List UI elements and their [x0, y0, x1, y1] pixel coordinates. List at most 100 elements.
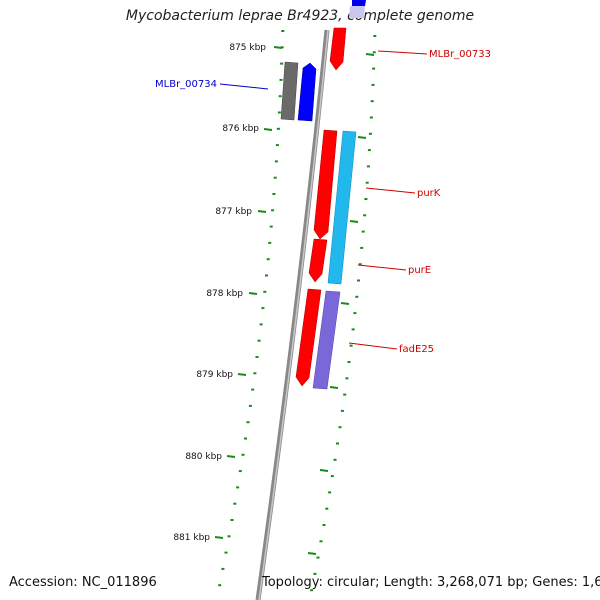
minor-tick-right	[330, 475, 334, 478]
connector-pure	[357, 264, 407, 271]
gene-gray-box[interactable]	[280, 61, 299, 121]
gene-mlbr00733-arrow[interactable]	[329, 27, 347, 71]
kbp-label-876: 876 kbp	[222, 124, 259, 134]
minor-tick-left	[281, 30, 285, 32]
genome-backbone-highlight	[258, 29, 329, 600]
minor-tick-right	[319, 540, 323, 543]
minor-tick-right	[328, 491, 332, 494]
minor-tick-right	[336, 442, 339, 445]
minor-tick-right	[370, 100, 374, 103]
minor-tick-left	[227, 535, 231, 538]
minor-tick-left	[274, 160, 278, 163]
gene-label-mlbr00733[interactable]: MLBr_00733	[429, 49, 491, 60]
gene-pure-red[interactable]	[308, 238, 328, 283]
minor-tick-right	[353, 312, 357, 315]
minor-tick-left	[263, 290, 267, 293]
minor-tick-right	[361, 230, 365, 233]
minor-tick-left	[224, 551, 228, 554]
kbp-major-ticks	[214, 46, 375, 555]
minor-tick-right	[340, 409, 344, 412]
gene-mlbr00734-arrow[interactable]	[297, 62, 317, 122]
minor-tick-left	[251, 388, 255, 391]
minor-tick-right	[363, 214, 367, 217]
gene-purk-cyan[interactable]	[327, 130, 357, 285]
minor-tick-left	[253, 372, 257, 375]
minor-tick-left	[246, 421, 250, 424]
minor-tick-right	[368, 132, 372, 135]
minor-tick-left	[257, 339, 261, 342]
gene-fade25-purple[interactable]	[312, 290, 341, 390]
minor-tick-left	[280, 46, 284, 49]
minor-tick-left	[248, 404, 252, 407]
gene-top-blue-fade[interactable]	[349, 6, 365, 18]
minor-tick-right	[322, 524, 326, 526]
minor-tick-right	[345, 377, 349, 380]
minor-tick-right	[360, 246, 364, 249]
kbp-label-879: 879 kbp	[196, 370, 233, 380]
gene-fade25-red[interactable]	[295, 288, 322, 387]
minor-tick-right	[347, 361, 351, 363]
kbp-label-877: 877 kbp	[215, 207, 252, 217]
map-title: Mycobacterium leprae Br4923, complete ge…	[125, 8, 475, 24]
accession-text: Accession: NC_011896	[9, 575, 157, 590]
minor-tick-right	[313, 572, 317, 575]
connector-mlbr00734	[219, 83, 269, 90]
minor-tick-right	[310, 589, 314, 592]
connector-fade25	[348, 342, 398, 350]
minor-tick-right	[366, 165, 370, 168]
gene-label-fade25[interactable]: fadE25	[399, 344, 434, 355]
minor-tick-right	[333, 458, 337, 461]
minor-tick-right	[365, 181, 369, 184]
genome-summary-text: Topology: circular; Length: 3,268,071 bp…	[262, 575, 600, 590]
minor-tick-left	[259, 323, 263, 326]
genome-backbone	[255, 29, 330, 600]
gene-label-mlbr00734[interactable]: MLBr_00734	[155, 79, 217, 90]
gene-label-purk[interactable]: purK	[417, 188, 441, 199]
minor-tick-left	[233, 502, 237, 505]
minor-tick-left	[236, 486, 240, 489]
connector-mlbr00733	[377, 50, 428, 55]
minor-tick-left	[255, 356, 259, 358]
minor-tick-right	[373, 35, 377, 37]
minor-tick-right	[316, 556, 320, 559]
minor-tick-left	[277, 111, 281, 114]
minor-tick-left	[266, 258, 270, 261]
kbp-label-880: 880 kbp	[185, 452, 222, 462]
left-tick-scale	[218, 30, 285, 587]
minor-tick-right	[343, 393, 347, 396]
minor-tick-right	[372, 51, 376, 54]
kbp-label-875: 875 kbp	[229, 43, 266, 53]
minor-tick-left	[275, 144, 279, 147]
minor-tick-right	[349, 344, 353, 347]
minor-tick-right	[372, 67, 376, 70]
minor-tick-left	[272, 193, 276, 195]
minor-tick-right	[371, 83, 375, 86]
minor-tick-left	[261, 307, 265, 310]
minor-tick-left	[268, 241, 272, 244]
minor-tick-right	[351, 328, 355, 331]
gene-top-blue-partial[interactable]	[352, 0, 366, 6]
minor-tick-right	[369, 116, 373, 119]
minor-tick-left	[276, 127, 280, 130]
kbp-label-878: 878 kbp	[206, 289, 243, 299]
minor-tick-left	[238, 470, 242, 473]
minor-tick-right	[367, 149, 371, 152]
minor-tick-right	[338, 426, 342, 429]
minor-tick-left	[273, 176, 277, 179]
minor-tick-right	[357, 279, 360, 282]
minor-tick-left	[279, 78, 283, 81]
kbp-label-881: 881 kbp	[173, 533, 210, 543]
connector-purk	[365, 187, 416, 194]
minor-tick-right	[364, 198, 368, 200]
minor-tick-left	[265, 274, 268, 277]
gene-label-pure[interactable]: purE	[408, 265, 431, 276]
minor-tick-left	[244, 437, 247, 440]
minor-tick-right	[325, 507, 329, 510]
gene-purk-red[interactable]	[313, 129, 338, 240]
minor-tick-left	[218, 584, 222, 587]
right-tick-scale	[310, 35, 377, 592]
minor-tick-left	[280, 62, 284, 65]
minor-tick-right	[355, 295, 359, 298]
minor-tick-left	[241, 453, 245, 456]
